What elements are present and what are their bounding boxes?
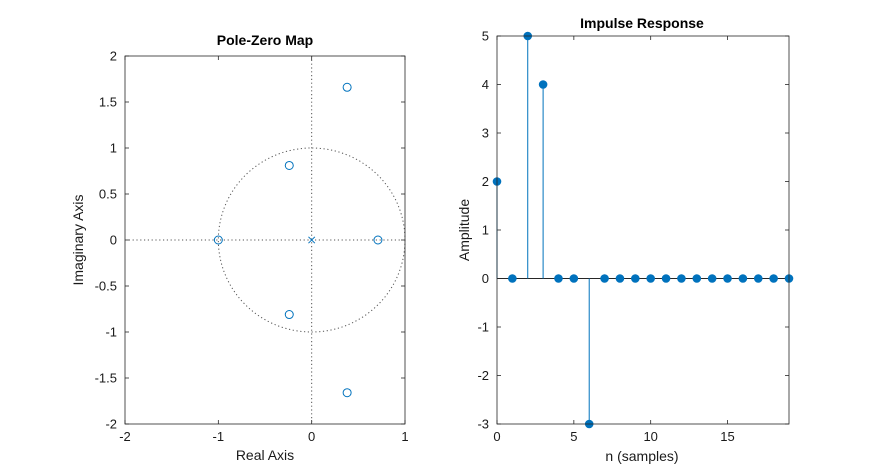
stem-marker [600, 274, 609, 283]
x-tick-label: 0 [493, 429, 500, 444]
y-tick-label: 2 [110, 49, 117, 64]
y-tick-label: -1 [105, 325, 117, 340]
y-tick-label: -1 [477, 320, 489, 335]
y-tick-label: 3 [482, 126, 489, 141]
stem-marker [707, 274, 717, 283]
x-tick-label: -2 [119, 429, 131, 444]
stem-marker [631, 274, 640, 283]
stem-marker [538, 80, 548, 89]
stem-marker [508, 274, 517, 283]
x-tick-label: -1 [213, 429, 225, 444]
y-tick-label: 2 [482, 174, 489, 189]
y-tick-label: 1 [110, 141, 117, 156]
y-tick-label: -3 [477, 417, 489, 432]
impulse-title: Impulse Response [580, 15, 704, 31]
impulse-frame [496, 35, 790, 425]
pole-marker [308, 236, 316, 244]
stem-marker [646, 274, 655, 283]
pole-zero-axes: Pole-Zero Map Real Axis Imaginary Axis -… [70, 32, 409, 463]
pole-zero-ylabel: Imaginary Axis [70, 194, 86, 285]
stem-marker [554, 274, 563, 283]
stem-marker [738, 274, 748, 283]
stem-marker [677, 274, 686, 283]
stem-marker [661, 274, 671, 283]
zero-marker [373, 235, 383, 245]
impulse-response-axes: Impulse Response n (samples) Amplitude 0… [456, 15, 794, 464]
y-tick-label: 0.5 [99, 187, 117, 202]
y-tick-label: -2 [105, 417, 117, 432]
stem-marker [615, 274, 625, 283]
impulse-xlabel: n (samples) [605, 448, 678, 464]
y-tick-label: -2 [477, 368, 489, 383]
stem-marker [692, 274, 702, 283]
y-tick-label: 1 [482, 223, 489, 238]
zero-marker [342, 388, 352, 398]
zero-marker [284, 310, 294, 320]
stem-marker [769, 274, 778, 283]
zero-marker [342, 82, 352, 92]
y-tick-label: 1.5 [99, 95, 117, 110]
impulse-plot-area [492, 31, 794, 429]
y-tick-label: 0 [482, 271, 489, 286]
x-tick-label: 1 [401, 429, 408, 444]
stem-marker [753, 274, 763, 283]
x-tick-label: 10 [643, 429, 657, 444]
y-tick-label: -0.5 [95, 279, 117, 294]
pole-zero-xlabel: Real Axis [236, 447, 294, 463]
pole-zero-frame [124, 55, 406, 425]
y-tick-label: -1.5 [95, 371, 117, 386]
y-tick-label: 4 [482, 77, 489, 92]
stem-marker [569, 274, 579, 283]
x-tick-label: 5 [570, 429, 577, 444]
x-tick-label: 0 [308, 429, 315, 444]
pole-marker-stroke [308, 236, 316, 244]
x-tick-label: 15 [720, 429, 734, 444]
stem-marker [723, 274, 732, 283]
zero-marker [284, 160, 294, 170]
zero-marker [213, 235, 223, 245]
impulse-ylabel: Amplitude [456, 199, 472, 261]
y-tick-label: 5 [482, 29, 489, 44]
pole-zero-title: Pole-Zero Map [217, 32, 313, 48]
y-tick-label: 0 [110, 233, 117, 248]
